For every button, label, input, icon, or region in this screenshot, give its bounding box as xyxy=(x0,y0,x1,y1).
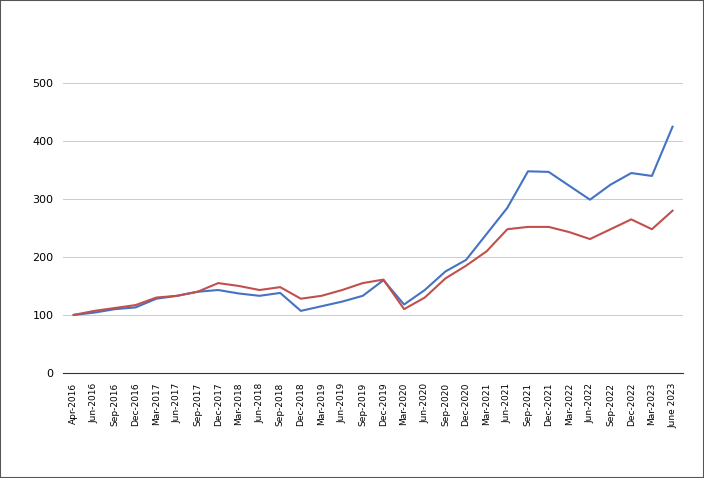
S&P BSE 500 TRI xyxy=(194,289,202,294)
S&P BSE 500 TRI xyxy=(338,287,346,293)
Sameeksha xyxy=(358,293,367,299)
S&P BSE 500 TRI xyxy=(256,287,264,293)
S&P BSE 500 TRI xyxy=(627,217,636,222)
Sameeksha xyxy=(318,304,326,309)
S&P BSE 500 TRI xyxy=(503,227,512,232)
Sameeksha xyxy=(379,277,388,283)
Sameeksha xyxy=(214,287,222,293)
S&P BSE 500 TRI xyxy=(544,224,553,230)
S&P BSE 500 TRI xyxy=(648,227,656,232)
S&P BSE 500 TRI xyxy=(318,293,326,299)
S&P BSE 500 TRI xyxy=(132,302,140,308)
S&P BSE 500 TRI xyxy=(234,283,243,289)
Sameeksha xyxy=(111,306,119,312)
S&P BSE 500 TRI xyxy=(668,208,677,214)
Sameeksha xyxy=(524,168,532,174)
S&P BSE 500 TRI xyxy=(276,284,284,290)
S&P BSE 500 TRI xyxy=(441,276,450,282)
Sameeksha xyxy=(90,310,99,315)
Sameeksha xyxy=(256,293,264,299)
Sameeksha xyxy=(627,170,636,176)
Line: Sameeksha: Sameeksha xyxy=(74,127,672,315)
Sameeksha xyxy=(276,290,284,296)
Sameeksha xyxy=(296,308,305,314)
S&P BSE 500 TRI xyxy=(462,263,470,269)
S&P BSE 500 TRI xyxy=(606,227,615,232)
S&P BSE 500 TRI xyxy=(400,306,408,312)
S&P BSE 500 TRI xyxy=(586,236,594,242)
Sameeksha xyxy=(420,287,429,293)
S&P BSE 500 TRI xyxy=(70,312,78,318)
S&P BSE 500 TRI xyxy=(524,224,532,230)
S&P BSE 500 TRI xyxy=(90,308,99,314)
Sameeksha xyxy=(132,304,140,310)
S&P BSE 500 TRI xyxy=(420,294,429,301)
Sameeksha xyxy=(234,291,243,296)
Sameeksha xyxy=(462,257,470,263)
Sameeksha xyxy=(194,289,202,294)
Sameeksha xyxy=(172,293,181,299)
Line: S&P BSE 500 TRI: S&P BSE 500 TRI xyxy=(74,211,672,315)
Sameeksha xyxy=(586,197,594,203)
Sameeksha xyxy=(441,269,450,274)
Sameeksha xyxy=(606,182,615,187)
Sameeksha xyxy=(338,299,346,304)
S&P BSE 500 TRI xyxy=(111,305,119,311)
Sameeksha xyxy=(668,124,677,130)
Sameeksha xyxy=(400,302,408,307)
Sameeksha xyxy=(503,205,512,211)
S&P BSE 500 TRI xyxy=(379,277,388,282)
S&P BSE 500 TRI xyxy=(358,280,367,286)
Sameeksha xyxy=(482,231,491,237)
S&P BSE 500 TRI xyxy=(214,280,222,286)
S&P BSE 500 TRI xyxy=(172,293,181,299)
Sameeksha xyxy=(544,169,553,175)
Sameeksha xyxy=(565,183,574,189)
S&P BSE 500 TRI xyxy=(296,296,305,302)
Text: Figure 1: Comparison of cumulative performance of Sameeksha PMS with relevant in: Figure 1: Comparison of cumulative perfo… xyxy=(7,22,704,36)
Sameeksha xyxy=(70,312,78,318)
S&P BSE 500 TRI xyxy=(152,294,161,301)
S&P BSE 500 TRI xyxy=(482,249,491,254)
Sameeksha xyxy=(648,173,656,179)
Sameeksha xyxy=(152,296,161,302)
S&P BSE 500 TRI xyxy=(565,229,574,235)
